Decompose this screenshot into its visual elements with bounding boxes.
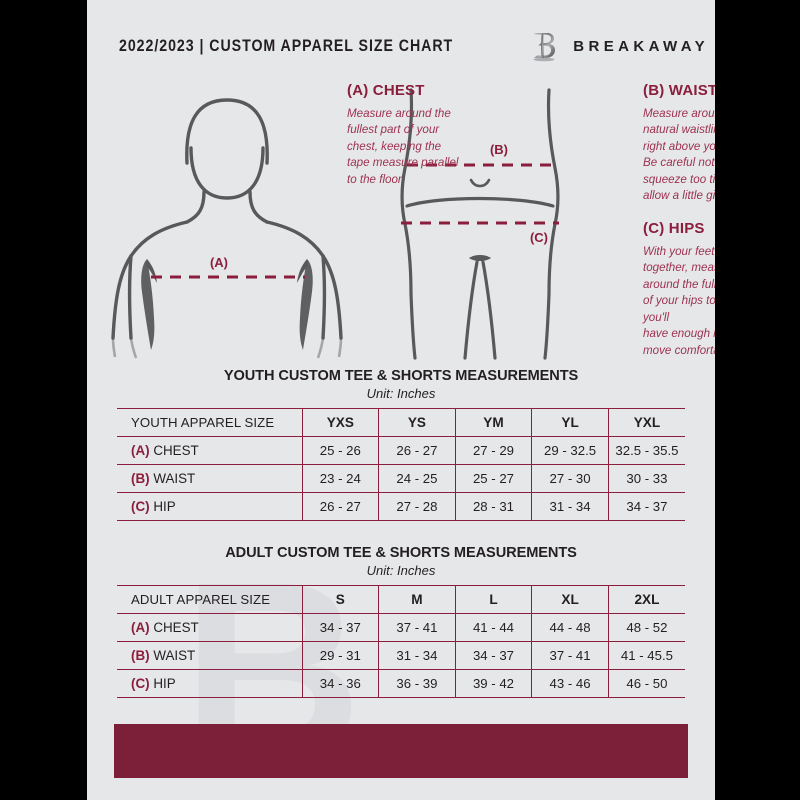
youth-size-table-section: YOUTH CUSTOM TEE & SHORTS MEASUREMENTS U… — [87, 368, 715, 521]
measurement-block-chest: (A) CHEST Measure around the fullest par… — [347, 82, 497, 188]
adult-chest-2xl: 48 - 52 — [607, 613, 685, 642]
youth-waist-yxs: 23 - 24 — [301, 464, 379, 493]
youth-row-label-waist: (B) WAIST — [117, 464, 302, 493]
page-header: 2022/2023 | CUSTOM APPAREL SIZE CHART BR… — [87, 28, 715, 64]
table-row: (A) CHEST 34 - 37 37 - 41 41 - 44 44 - 4… — [117, 613, 685, 642]
youth-row-label-hip: (C) HIP — [117, 492, 302, 521]
youth-hip-yxs: 26 - 27 — [301, 492, 379, 521]
adult-hip-2xl: 46 - 50 — [607, 669, 685, 698]
adult-waist-s: 29 - 31 — [301, 641, 379, 670]
measurement-block-waist: (B) WAIST Measure around your natural wa… — [643, 82, 715, 205]
adult-size-table-section: ADULT CUSTOM TEE & SHORTS MEASUREMENTS U… — [87, 545, 715, 698]
adult-size-l: L — [454, 585, 532, 614]
table-header-row: ADULT APPAREL SIZE S M L XL 2XL — [117, 585, 685, 614]
table-row: (B) WAIST 23 - 24 24 - 25 25 - 27 27 - 3… — [117, 464, 685, 493]
navel-detail — [469, 178, 491, 188]
youth-waist-yl: 27 - 30 — [531, 464, 609, 493]
youth-size-table: YOUTH APPAREL SIZE YXS YS YM YL YXL (A) … — [117, 408, 685, 521]
row-name-chest: CHEST — [153, 443, 199, 458]
row-name-hip: HIP — [153, 499, 176, 514]
row-tag-c: (C) — [131, 499, 150, 514]
row-name-chest: CHEST — [153, 620, 199, 635]
lower-body-illustration: (B) (C) — [400, 88, 560, 360]
adult-row-label-waist: (B) WAIST — [117, 641, 302, 670]
adult-size-s: S — [301, 585, 379, 614]
youth-table-unit: Unit: Inches — [366, 386, 436, 401]
adult-waist-l: 34 - 37 — [454, 641, 532, 670]
adult-waist-m: 31 - 34 — [378, 641, 456, 670]
adult-table-title: ADULT CUSTOM TEE & SHORTS MEASUREMENTS — [225, 545, 577, 561]
youth-hip-ym: 28 - 31 — [454, 492, 532, 521]
row-tag-a: (A) — [131, 620, 150, 635]
adult-chest-s: 34 - 37 — [301, 613, 379, 642]
chest-measure-label: (A) — [210, 255, 228, 270]
brand-name: BREAKAWAY — [573, 37, 709, 55]
youth-hip-yl: 31 - 34 — [531, 492, 609, 521]
adult-chest-m: 37 - 41 — [378, 613, 456, 642]
youth-chest-yxl: 32.5 - 35.5 — [607, 436, 685, 465]
adult-row-label-hip: (C) HIP — [117, 669, 302, 698]
footer-bar — [114, 724, 688, 778]
measurement-block-hips: (C) HIPS With your feet together, measur… — [643, 220, 715, 359]
row-name-hip: HIP — [153, 676, 176, 691]
table-row: (A) CHEST 25 - 26 26 - 27 27 - 29 29 - 3… — [117, 436, 685, 465]
adult-chest-l: 41 - 44 — [454, 613, 532, 642]
measurement-title-waist: (B) WAIST — [643, 82, 715, 99]
measurement-title-chest: (A) CHEST — [347, 82, 425, 99]
page-title: 2022/2023 | CUSTOM APPAREL SIZE CHART — [119, 36, 454, 55]
adult-hip-s: 34 - 36 — [301, 669, 379, 698]
youth-waist-ym: 25 - 27 — [454, 464, 532, 493]
youth-size-column-label: YOUTH APPAREL SIZE — [117, 408, 302, 437]
brand-lockup: BREAKAWAY — [529, 30, 709, 62]
youth-waist-ys: 24 - 25 — [378, 464, 456, 493]
youth-chest-ys: 26 - 27 — [378, 436, 456, 465]
upper-body-illustration: (A) — [111, 98, 343, 359]
youth-waist-yxl: 30 - 33 — [607, 464, 685, 493]
adult-table-unit: Unit: Inches — [366, 563, 436, 578]
adult-chest-xl: 44 - 48 — [531, 613, 609, 642]
table-row: (C) HIP 34 - 36 36 - 39 39 - 42 43 - 46 … — [117, 669, 685, 698]
adult-waist-2xl: 41 - 45.5 — [607, 641, 685, 670]
measurement-title-hips: (C) HIPS — [643, 220, 705, 237]
adult-size-2xl: 2XL — [607, 585, 685, 614]
row-tag-b: (B) — [131, 648, 150, 663]
row-name-waist: WAIST — [153, 471, 196, 486]
youth-size-yxs: YXS — [301, 408, 379, 437]
adult-hip-xl: 43 - 46 — [531, 669, 609, 698]
adult-hip-l: 39 - 42 — [454, 669, 532, 698]
youth-hip-yxl: 34 - 37 — [607, 492, 685, 521]
hip-measure-label: (C) — [530, 230, 548, 245]
adult-size-column-label: ADULT APPAREL SIZE — [117, 585, 302, 614]
row-tag-b: (B) — [131, 471, 150, 486]
measurement-description-hips: With your feet together, measure around … — [643, 245, 715, 357]
adult-size-m: M — [378, 585, 456, 614]
youth-table-title: YOUTH CUSTOM TEE & SHORTS MEASUREMENTS — [223, 368, 579, 384]
table-header-row: YOUTH APPAREL SIZE YXS YS YM YL YXL — [117, 408, 685, 437]
youth-row-label-chest: (A) CHEST — [117, 436, 302, 465]
breakaway-b-logo-icon — [533, 33, 556, 62]
youth-size-ym: YM — [454, 408, 532, 437]
table-row: (C) HIP 26 - 27 27 - 28 28 - 31 31 - 34 … — [117, 492, 685, 521]
youth-chest-ym: 27 - 29 — [454, 436, 532, 465]
youth-size-yl: YL — [531, 408, 609, 437]
table-row: (B) WAIST 29 - 31 31 - 34 34 - 37 37 - 4… — [117, 641, 685, 670]
adult-size-xl: XL — [531, 585, 609, 614]
row-tag-c: (C) — [131, 676, 150, 691]
youth-size-ys: YS — [378, 408, 456, 437]
youth-hip-ys: 27 - 28 — [378, 492, 456, 521]
row-tag-a: (A) — [131, 443, 150, 458]
row-name-waist: WAIST — [153, 648, 196, 663]
measurement-description-chest: Measure around the fullest part of your … — [347, 107, 459, 186]
adult-size-table: ADULT APPAREL SIZE S M L XL 2XL (A) CHES… — [117, 585, 685, 698]
youth-chest-yxs: 25 - 26 — [301, 436, 379, 465]
adult-row-label-chest: (A) CHEST — [117, 613, 302, 642]
youth-size-yxl: YXL — [607, 408, 685, 437]
illustrations: (A) (B) — [87, 70, 715, 360]
adult-waist-xl: 37 - 41 — [531, 641, 609, 670]
measurement-description-waist: Measure around your natural waistline – … — [643, 107, 715, 203]
waist-measure-label: (B) — [490, 142, 508, 157]
youth-chest-yl: 29 - 32.5 — [531, 436, 609, 465]
size-chart-page: B 2022/2023 | CUSTOM APPAREL SIZE CHART … — [87, 0, 715, 800]
adult-hip-m: 36 - 39 — [378, 669, 456, 698]
